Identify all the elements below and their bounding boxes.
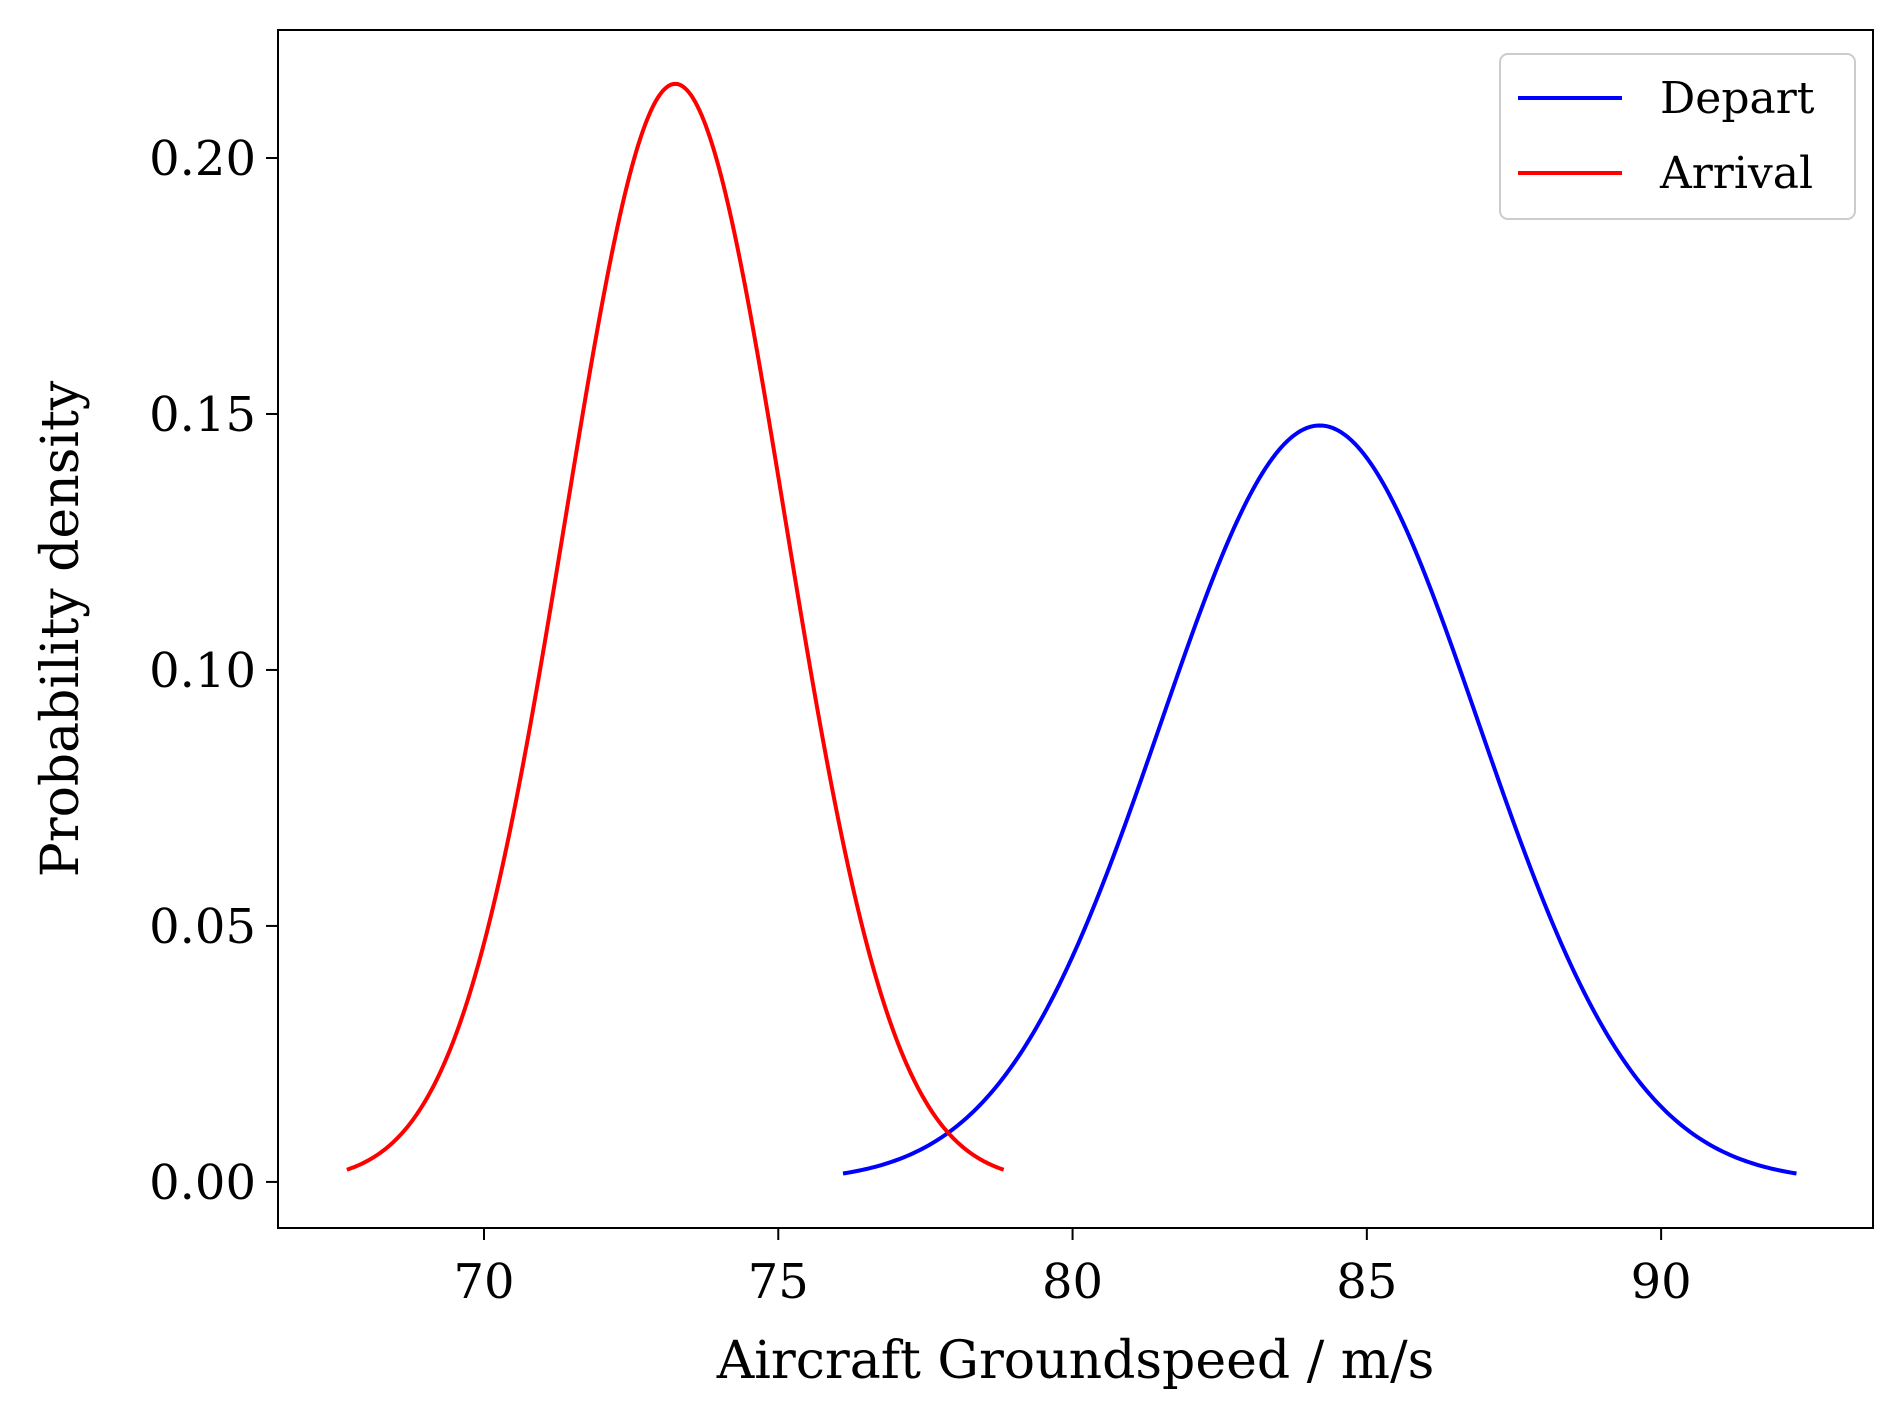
y-tick-label: 0.05 [149, 899, 256, 955]
y-axis-label: Probability density [31, 380, 91, 877]
series-line-arrival [346, 81, 1005, 1172]
legend-label-arrival: Arrival [1659, 148, 1813, 199]
series-layer [346, 81, 1797, 1176]
y-tick-label: 0.10 [149, 643, 256, 699]
legend: Depart Arrival [1499, 53, 1856, 220]
x-axis-label: Aircraft Groundspeed / m/s [716, 1331, 1435, 1391]
y-tick-label: 0.20 [149, 131, 256, 187]
x-tick-label: 85 [1336, 1254, 1397, 1310]
legend-box [1499, 53, 1856, 220]
x-axis-ticks: 70 75 80 85 90 [453, 1228, 1692, 1310]
y-tick-label: 0.00 [149, 1155, 256, 1211]
x-tick-label: 70 [453, 1254, 514, 1310]
x-tick-label: 80 [1042, 1254, 1103, 1310]
x-tick-label: 75 [748, 1254, 809, 1310]
y-axis-ticks: 0.00 0.05 0.10 0.15 0.20 [149, 131, 278, 1211]
x-tick-label: 90 [1631, 1254, 1692, 1310]
legend-label-depart: Depart [1660, 73, 1815, 124]
plot-frame [277, 29, 1874, 1229]
y-tick-label: 0.15 [149, 387, 256, 443]
series-line-depart [842, 423, 1797, 1176]
